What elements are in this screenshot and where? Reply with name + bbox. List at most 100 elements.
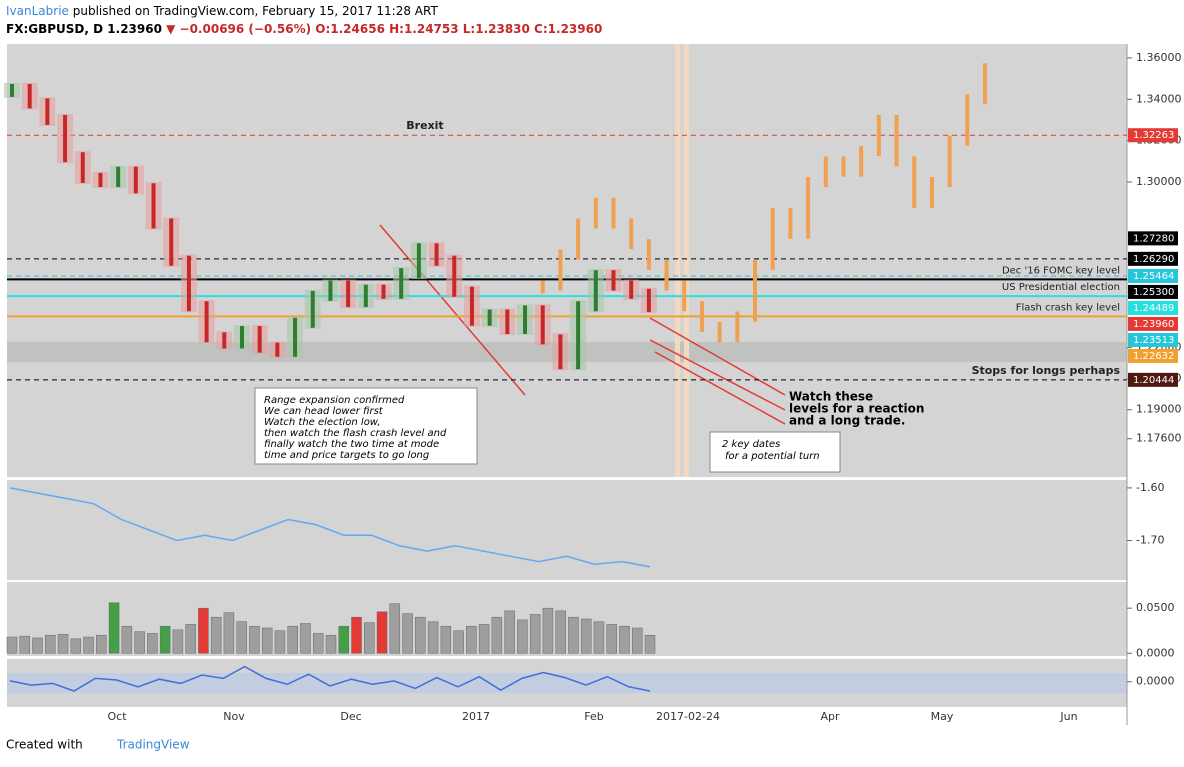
price-bar (363, 284, 368, 308)
price-bar (45, 98, 50, 125)
volume-bar (351, 616, 362, 654)
footer-brand[interactable]: TradingView (116, 738, 190, 752)
price-bar (399, 268, 404, 299)
watch-text: Watch these (789, 390, 873, 404)
price-bar (894, 114, 899, 167)
volume-bar (338, 625, 350, 654)
callout-text: finally watch the two time at mode (264, 439, 439, 450)
price-bar (593, 270, 598, 312)
time-marker (675, 44, 680, 477)
indicator-line (9, 665, 651, 692)
price-bar (169, 218, 174, 266)
price-tag (1128, 284, 1178, 299)
volume-bar (287, 625, 298, 654)
author[interactable]: IvanLabrie (6, 4, 69, 18)
x-tick-label: May (931, 710, 954, 723)
symbol: FX:GBPUSD, D (6, 22, 103, 36)
price-bar (63, 114, 68, 163)
price-bar (116, 166, 121, 188)
price-tag-label: 1.23960 (1133, 319, 1174, 330)
volume-bar (606, 624, 617, 654)
callout-text: Range expansion confirmed (264, 395, 405, 406)
volume-bar (159, 625, 171, 654)
price-bar (487, 309, 492, 326)
quote-line: FX:GBPUSD, D 1.23960 ▼ −0.00696 (−0.56%)… (6, 22, 602, 36)
volume-bar (172, 629, 184, 654)
level-text: Dec '16 FOMC key level (1002, 265, 1120, 276)
x-tick-label: 2017-02-24 (656, 710, 720, 723)
price-bar (222, 332, 227, 349)
price-bar (806, 177, 811, 239)
x-tick-label: Jun (1059, 710, 1077, 723)
level-text: Flash crash key level (1016, 302, 1120, 313)
price-bar (310, 290, 315, 328)
price-tag (1128, 316, 1178, 331)
footer-text: Created with (6, 738, 83, 752)
price-bar (540, 305, 545, 345)
price-tag (1128, 268, 1178, 283)
watch-text: and a long trade. (789, 414, 905, 428)
price-bar (983, 63, 987, 105)
price-bar (98, 172, 103, 188)
watch-text: levels for a reaction (789, 402, 924, 416)
volume-bar (491, 616, 503, 654)
volume-bar (210, 616, 222, 654)
price-bar (912, 156, 917, 208)
volume-bar (402, 613, 413, 654)
volume-bar (261, 627, 273, 654)
volume-bar (325, 634, 337, 654)
volume-bar (542, 607, 554, 654)
volume-bar (121, 625, 133, 654)
volume-bar (453, 630, 464, 654)
volume-bar (389, 603, 401, 654)
y-tick-label: 1.17600 (1136, 432, 1182, 445)
callout-text: Watch the election low, (264, 417, 381, 428)
callout-text: then watch the flash crash level and (264, 428, 447, 439)
volume-bar (517, 619, 528, 654)
volume-bar (376, 611, 388, 654)
y-tick-label: 0.0500 (1136, 601, 1175, 614)
indicator-line (9, 487, 651, 568)
volume-bar (593, 621, 605, 654)
volume-bar (631, 627, 643, 654)
price-bar (611, 197, 616, 229)
volume-bar (580, 618, 592, 654)
price-bar (664, 259, 669, 291)
volume-bar (427, 621, 439, 654)
last: 1.23960 (107, 22, 162, 36)
volume-bar (134, 631, 145, 654)
price-bar (876, 114, 881, 157)
price-bar (576, 301, 581, 370)
price-bar (505, 309, 510, 335)
volume-bar (644, 634, 656, 654)
callout-text: time and price targets to go long (264, 450, 429, 461)
price-tag (1128, 332, 1178, 347)
price-bar (947, 135, 952, 188)
volume-bar (529, 614, 541, 654)
volume-bar (478, 624, 490, 654)
price-bar (823, 156, 828, 188)
price-bar (346, 280, 351, 308)
price-tag (1128, 231, 1178, 246)
price-tag-label: 1.20444 (1133, 375, 1174, 386)
y-tick-label: -1.70 (1136, 534, 1164, 547)
oscillator-band (7, 673, 1127, 693)
price-bar (452, 255, 457, 297)
volume-bar (147, 633, 158, 654)
ohlc: O:1.24656 H:1.24753 L:1.23830 C:1.23960 (315, 22, 602, 36)
volume-bar (249, 625, 260, 654)
y-tick-label: -1.60 (1136, 481, 1164, 494)
price-bar (646, 239, 651, 270)
volume-bar (300, 623, 311, 654)
price-bar (275, 342, 280, 357)
price-bar (788, 208, 793, 239)
volume-bar (555, 610, 566, 654)
price-bar (770, 208, 775, 270)
price-bar (416, 243, 421, 279)
price-bar (186, 255, 191, 312)
y-tick-label: 1.30000 (1136, 175, 1182, 188)
callout-text: We can head lower first (264, 406, 384, 417)
volume-bar (6, 636, 18, 654)
volume-bar (57, 634, 69, 654)
price-bar (735, 311, 740, 343)
